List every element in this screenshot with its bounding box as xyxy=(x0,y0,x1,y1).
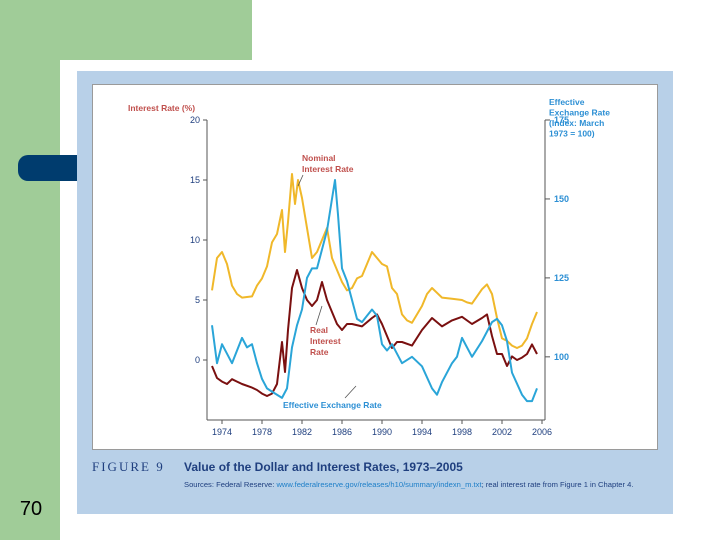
left-tick-label: 15 xyxy=(190,175,200,185)
exchange-rate-line xyxy=(211,179,538,403)
right-tick-label: 175 xyxy=(554,115,569,125)
right-tick-label: 125 xyxy=(554,273,569,283)
right-tick-label: 150 xyxy=(554,194,569,204)
nominal-annotation-pointer xyxy=(297,174,304,187)
sources-link[interactable]: www.federalreserve.gov/releases/h10/summ… xyxy=(276,480,482,489)
real-annotation-line: Rate xyxy=(310,347,329,357)
right-axis-title-line: 1973 = 100) xyxy=(549,129,595,139)
figure-title: Value of the Dollar and Interest Rates, … xyxy=(184,460,463,474)
x-tick-label: 1998 xyxy=(452,427,472,437)
right-axis-title-line: (Index: March xyxy=(549,118,604,128)
chart-area xyxy=(92,84,658,450)
left-tick-label: 0 xyxy=(195,355,200,365)
left-tick-label: 10 xyxy=(190,235,200,245)
left-green-strip xyxy=(0,0,60,540)
top-green-block xyxy=(60,0,252,60)
real-rate-line xyxy=(211,269,538,397)
blue-accent-tab xyxy=(18,155,88,181)
real-annotation-line: Interest xyxy=(310,336,341,346)
exchange-annotation-pointer xyxy=(344,385,357,399)
x-tick-label: 1978 xyxy=(252,427,272,437)
figure-label: FIGURE 9 xyxy=(92,459,165,474)
x-tick-label: 1986 xyxy=(332,427,352,437)
figure-sources: Sources: Federal Reserve: www.federalres… xyxy=(184,480,654,490)
left-tick-label: 5 xyxy=(195,295,200,305)
real-annotation-pointer xyxy=(315,305,323,326)
right-axis-title-line: Effective xyxy=(549,97,585,107)
slide-number: 70 xyxy=(19,498,43,520)
exchange-annotation-label: Effective Exchange Rate xyxy=(283,400,382,410)
x-tick-label: 1994 xyxy=(412,427,432,437)
x-tick-label: 1982 xyxy=(292,427,312,437)
x-tick-label: 2002 xyxy=(492,427,512,437)
sources-suffix: ; real interest rate from Figure 1 in Ch… xyxy=(481,480,634,489)
right-tick-label: 100 xyxy=(554,352,569,362)
right-axis-title-line: Exchange Rate xyxy=(549,108,610,118)
nominal-rate-line xyxy=(211,173,538,349)
nominal-annotation-line: Interest Rate xyxy=(302,164,354,174)
x-tick-label: 2006 xyxy=(532,427,552,437)
x-tick-label: 1990 xyxy=(372,427,392,437)
left-axis-title: Interest Rate (%) xyxy=(128,103,195,113)
real-annotation-line: Real xyxy=(310,325,328,335)
sources-prefix: Sources: Federal Reserve: xyxy=(184,480,277,489)
left-tick-label: 20 xyxy=(190,115,200,125)
nominal-annotation-line: Nominal xyxy=(302,153,336,163)
x-tick-label: 1974 xyxy=(212,427,232,437)
